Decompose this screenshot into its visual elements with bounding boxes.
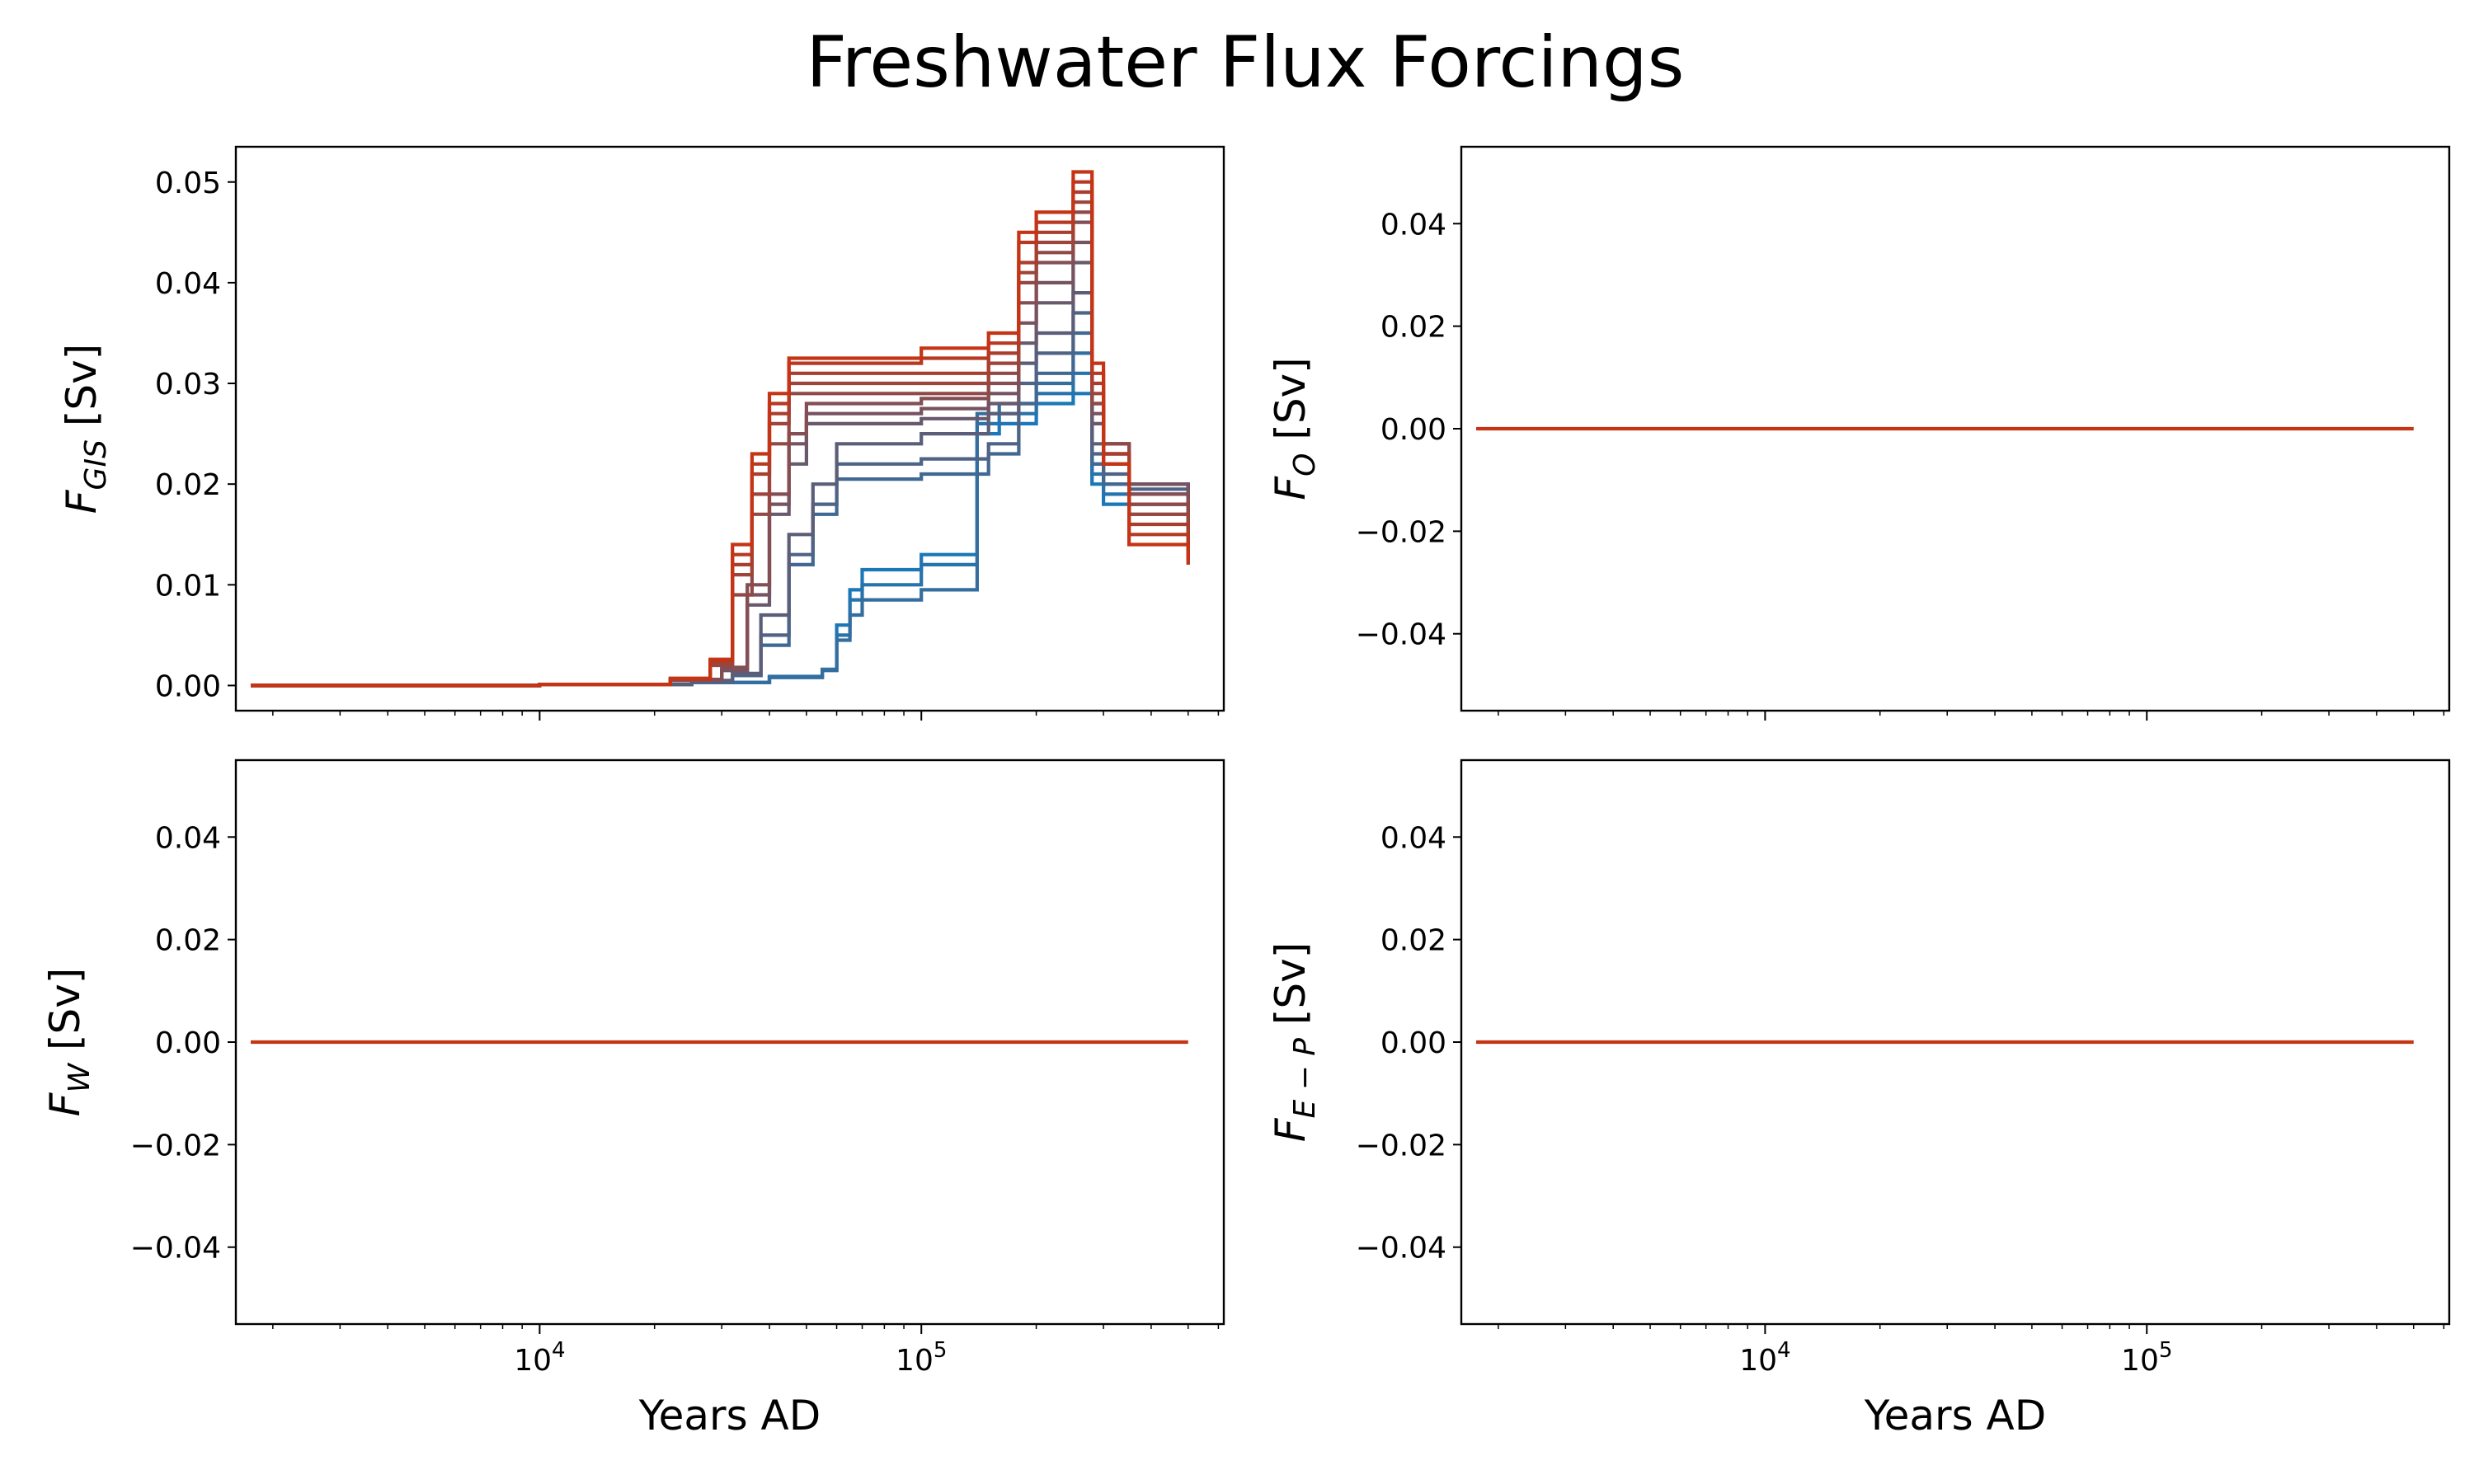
ytick-label-w: 0.04 — [155, 821, 221, 855]
ylabel-unit: [Sv] — [1267, 357, 1315, 453]
axes-frame-gis — [234, 145, 1225, 712]
panel-gis: 0.00 0.01 0.02 0.03 0.04 0.05 FGIS [Sv] — [58, 145, 1225, 721]
ytick-label-gis: 0.03 — [155, 368, 221, 402]
xtick-label-w: 104 — [514, 1338, 565, 1378]
series-line-gis-8 — [251, 240, 1190, 688]
ylabel-symbol: F — [1267, 1117, 1315, 1142]
ytick-label-w: 0.00 — [155, 1026, 221, 1060]
ylabel-subscript: GIS — [79, 439, 113, 490]
series-line-gis-6 — [251, 291, 1190, 688]
ytick-label-gis: 0.01 — [155, 569, 221, 603]
ytick-label-ep: 0.02 — [1380, 924, 1446, 958]
series-line-gis-2 — [251, 371, 1190, 688]
ylabel-subscript: E − P — [1288, 1038, 1322, 1119]
ytick-label-gis: 0.00 — [155, 669, 221, 703]
ylabel-unit: [Sv] — [1267, 942, 1315, 1038]
ytick-label-gis: 0.04 — [155, 267, 221, 301]
ytick-label-gis: 0.05 — [155, 167, 221, 200]
ytick-label-ep: −0.02 — [1356, 1129, 1446, 1162]
xtick-label-ep: 105 — [2121, 1338, 2172, 1378]
series-line-gis-1 — [251, 392, 1190, 688]
ytick-label-gis: 0.02 — [155, 468, 221, 502]
ylabel-subscript: W — [63, 1063, 96, 1093]
ytick-label-o: −0.04 — [1356, 618, 1446, 652]
xtick-label-w: 105 — [896, 1338, 947, 1378]
series-line-gis-13 — [251, 180, 1190, 688]
xtick-exponent: 5 — [934, 1338, 948, 1363]
ytick-label-w: 0.02 — [155, 924, 221, 958]
ylabel-unit: [Sv] — [58, 344, 106, 439]
series-line-gis-5 — [251, 311, 1190, 688]
ylabel-unit: [Sv] — [41, 968, 89, 1064]
series-line-gis-14 — [251, 170, 1190, 688]
ytick-label-o: −0.02 — [1356, 515, 1446, 549]
ylabel-subscript: O — [1288, 453, 1322, 477]
ytick-label-o: 0.04 — [1380, 208, 1446, 242]
series-line-gis-9 — [251, 220, 1190, 688]
xtick-exponent: 5 — [2159, 1338, 2173, 1363]
xaxis-label-ep: Years AD — [1864, 1392, 2047, 1439]
ytick-label-w: −0.04 — [130, 1232, 221, 1266]
panel-w: 0.04 0.02 0.00 −0.02 −0.04 104 105 Years AD FW [… — [41, 758, 1225, 1439]
yaxis-label-w: FW [Sv] — [41, 968, 96, 1117]
ylabel-symbol: F — [58, 489, 106, 514]
figure-title: Freshwater Flux Forcings — [807, 21, 1685, 104]
series-line-gis-4 — [251, 331, 1190, 688]
xtick-exponent: 4 — [1777, 1338, 1791, 1363]
yaxis-label-o: FO [Sv] — [1267, 357, 1322, 500]
xtick-label-ep: 104 — [1739, 1338, 1790, 1378]
ylabel-symbol: F — [1267, 476, 1315, 500]
ytick-label-w: −0.02 — [130, 1129, 221, 1162]
yaxis-label-ep: FE − P [Sv] — [1267, 942, 1322, 1143]
series-line-gis-11 — [251, 200, 1190, 688]
ytick-label-ep: 0.04 — [1380, 821, 1446, 855]
yaxis-label-gis: FGIS [Sv] — [58, 344, 113, 514]
ytick-label-o: 0.02 — [1380, 311, 1446, 345]
ytick-label-o: 0.00 — [1380, 413, 1446, 447]
ytick-label-ep: −0.04 — [1356, 1232, 1446, 1266]
panel-ep: 0.04 0.02 0.00 −0.02 −0.04 104 105 Years AD FE −… — [1267, 758, 2451, 1439]
xaxis-label-w: Years AD — [638, 1392, 821, 1439]
panel-o: 0.04 0.02 0.00 −0.02 −0.04 FO [Sv] — [1267, 145, 2451, 721]
series-line-gis-7 — [251, 261, 1190, 688]
ytick-label-ep: 0.00 — [1380, 1026, 1446, 1060]
xtick-exponent: 4 — [552, 1338, 566, 1363]
ylabel-symbol: F — [41, 1092, 89, 1116]
series-line-gis-12 — [251, 190, 1190, 688]
